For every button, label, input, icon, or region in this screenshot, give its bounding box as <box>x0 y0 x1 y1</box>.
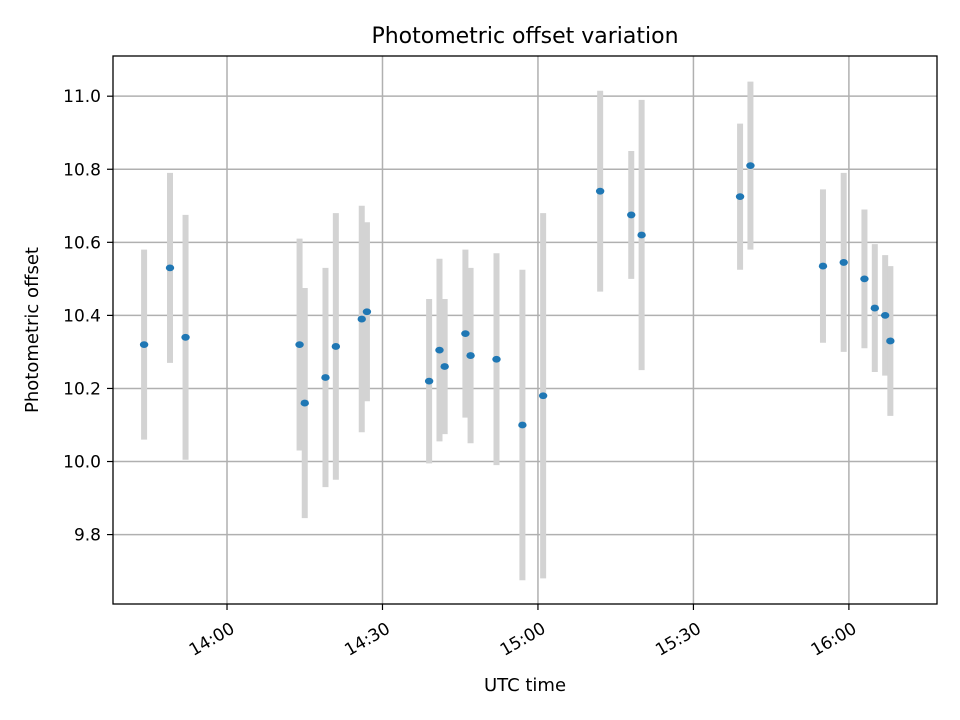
data-point <box>440 363 449 370</box>
x-tick-label: 14:00 <box>186 619 238 661</box>
error-bars <box>141 81 894 581</box>
x-tick-label: 14:30 <box>341 619 393 661</box>
y-tick-label: 9.8 <box>74 526 101 546</box>
y-tick-label: 10.8 <box>63 160 101 180</box>
data-point <box>165 264 175 272</box>
data-point <box>331 343 341 350</box>
data-point <box>139 341 149 349</box>
x-tick-label: 15:30 <box>652 619 704 661</box>
data-point <box>538 392 548 400</box>
data-point <box>886 337 895 345</box>
plot-frame <box>112 55 938 605</box>
data-point <box>518 421 527 429</box>
data-point <box>637 231 646 239</box>
data-point <box>839 259 848 266</box>
y-tick-label: 11.0 <box>63 87 101 107</box>
data-point <box>461 330 470 338</box>
data-points <box>139 162 895 429</box>
data-point <box>295 341 304 349</box>
x-tick-label: 15:00 <box>497 619 549 661</box>
data-point <box>860 275 869 283</box>
y-tick-label: 10.2 <box>63 379 101 399</box>
data-point <box>818 262 828 270</box>
data-point <box>357 315 366 323</box>
data-point <box>595 187 605 195</box>
y-tick-label: 10.6 <box>63 233 101 253</box>
data-point <box>321 374 330 381</box>
data-point <box>181 333 190 341</box>
data-point <box>424 377 434 385</box>
data-point <box>362 308 372 316</box>
data-point <box>435 346 444 354</box>
data-point <box>466 352 475 359</box>
data-point <box>870 304 880 312</box>
data-point <box>492 355 501 363</box>
data-point <box>880 311 890 319</box>
x-axis: 14:00 14:30 15:00 15:30 16:00 <box>186 604 860 661</box>
data-point <box>300 399 309 407</box>
data-point <box>746 162 755 170</box>
y-tick-label: 10.0 <box>63 453 101 473</box>
x-axis-label: UTC time <box>484 675 566 696</box>
x-tick-label: 16:00 <box>808 619 860 661</box>
y-axis: 9.8 10.0 10.2 10.4 10.6 10.8 11.0 <box>63 87 113 546</box>
y-tick-label: 10.4 <box>63 306 101 326</box>
data-point <box>627 211 636 219</box>
chart-title: Photometric offset variation <box>371 24 678 49</box>
data-point <box>735 193 745 201</box>
y-axis-label: Photometric offset <box>22 247 43 413</box>
